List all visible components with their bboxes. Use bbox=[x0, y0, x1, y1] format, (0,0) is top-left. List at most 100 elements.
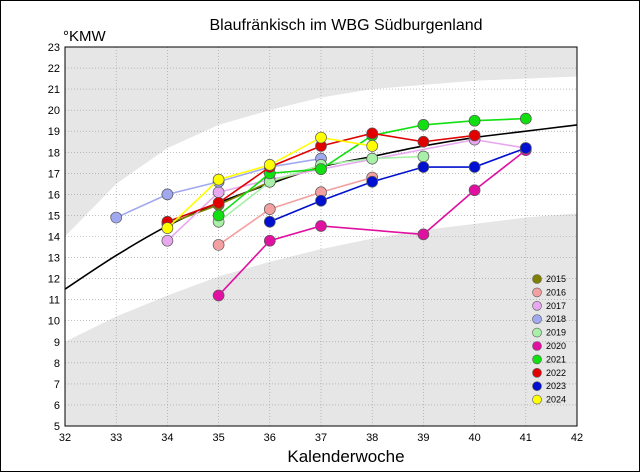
y-tick-label: 7 bbox=[54, 379, 60, 391]
legend-item-2024: 2024 bbox=[532, 394, 566, 405]
y-tick-label: 13 bbox=[48, 253, 60, 265]
data-point-2022 bbox=[417, 135, 430, 148]
data-point-2023 bbox=[468, 161, 481, 173]
legend: 2015 2016 2017 2018 2019 2020 2021 2022 2023 2024 bbox=[532, 274, 566, 405]
y-axis-label: °KMW bbox=[63, 28, 106, 45]
data-point-2023 bbox=[366, 175, 379, 188]
x-tick-label: 33 bbox=[110, 432, 122, 444]
data-point-2022 bbox=[366, 127, 379, 140]
y-tick-label: 23 bbox=[48, 42, 60, 54]
legend-item-2021: 2021 bbox=[532, 354, 566, 365]
data-point-2017 bbox=[161, 234, 174, 247]
data-point-2021 bbox=[417, 119, 430, 131]
data-point-2021 bbox=[519, 112, 532, 125]
legend-item-2016: 2016 bbox=[532, 287, 566, 298]
x-tick-label: 32 bbox=[59, 432, 71, 444]
data-point-2022 bbox=[212, 196, 225, 209]
legend-label: 2023 bbox=[546, 381, 566, 391]
legend-item-2018: 2018 bbox=[532, 314, 566, 325]
y-tick-label: 22 bbox=[48, 63, 60, 75]
series-line-2020 bbox=[218, 149, 527, 297]
legend-label: 2017 bbox=[546, 301, 566, 311]
data-point-2020 bbox=[212, 289, 225, 302]
legend-marker bbox=[532, 341, 542, 351]
y-tick-label: 11 bbox=[49, 295, 60, 307]
y-tick-label: 5 bbox=[54, 421, 60, 433]
y-tick-label: 8 bbox=[54, 358, 60, 370]
series-line-2023 bbox=[269, 147, 527, 223]
series-group bbox=[110, 112, 532, 302]
data-point-2024 bbox=[212, 173, 225, 186]
x-tick-label: 38 bbox=[366, 432, 378, 444]
legend-marker bbox=[532, 367, 542, 378]
legend-label: 2015 bbox=[546, 274, 566, 284]
legend-label: 2016 bbox=[546, 287, 566, 297]
data-point-2022 bbox=[468, 129, 481, 142]
x-tick-label: 35 bbox=[212, 432, 224, 444]
y-tick-label: 16 bbox=[48, 189, 60, 201]
x-tick-labels: 32 33 34 35 36 37 38 39 40 41 42 bbox=[59, 432, 583, 444]
data-point-2020 bbox=[417, 228, 430, 241]
data-point-2021 bbox=[212, 209, 225, 222]
legend-marker bbox=[532, 381, 542, 392]
series-line-2016 bbox=[218, 176, 373, 246]
y-tick-label: 14 bbox=[48, 232, 60, 244]
legend-item-2017: 2017 bbox=[532, 300, 566, 311]
y-tick-label: 21 bbox=[48, 84, 60, 96]
data-point-2018 bbox=[110, 211, 123, 224]
x-tick-label: 34 bbox=[161, 432, 173, 444]
legend-label: 2024 bbox=[546, 395, 566, 405]
legend-item-2020: 2020 bbox=[532, 341, 566, 351]
y-tick-labels: 5 6 7 8 9 10 11 12 13 14 15 16 17 18 19 20 21 22 23 bbox=[48, 42, 60, 433]
legend-label: 2021 bbox=[546, 354, 566, 364]
data-point-2021 bbox=[315, 163, 327, 175]
y-tick-label: 15 bbox=[48, 210, 60, 222]
data-point-2023 bbox=[263, 215, 276, 228]
legend-marker bbox=[532, 287, 542, 298]
legend-marker bbox=[532, 394, 542, 405]
data-point-2024 bbox=[366, 140, 379, 152]
y-tick-label: 6 bbox=[54, 400, 60, 412]
data-point-2023 bbox=[519, 142, 532, 154]
legend-item-2022: 2022 bbox=[532, 367, 566, 378]
legend-marker bbox=[532, 354, 542, 365]
legend-item-2015: 2015 bbox=[532, 274, 566, 284]
legend-marker bbox=[532, 300, 542, 311]
legend-label: 2019 bbox=[546, 328, 566, 338]
data-point-2016 bbox=[212, 239, 225, 251]
y-tick-label: 12 bbox=[48, 274, 60, 286]
y-tick-label: 10 bbox=[48, 316, 60, 328]
legend-marker bbox=[532, 327, 542, 338]
series-2023 bbox=[263, 142, 532, 228]
data-point-2021 bbox=[468, 114, 481, 127]
y-tick-label: 9 bbox=[54, 337, 60, 349]
legend-label: 2018 bbox=[546, 314, 566, 324]
x-tick-label: 42 bbox=[571, 432, 583, 444]
data-point-2020 bbox=[468, 184, 481, 197]
y-tick-label: 20 bbox=[48, 105, 60, 117]
legend-marker bbox=[532, 274, 542, 284]
y-tick-label: 19 bbox=[48, 126, 60, 138]
series-2022 bbox=[161, 127, 481, 228]
data-point-2016 bbox=[263, 203, 276, 215]
x-tick-label: 40 bbox=[468, 432, 480, 444]
legend-marker bbox=[532, 314, 542, 325]
series-2024 bbox=[161, 131, 379, 234]
data-point-2020 bbox=[315, 220, 327, 232]
data-point-2019 bbox=[366, 152, 379, 165]
series-line-2017 bbox=[166, 138, 526, 242]
data-point-2024 bbox=[161, 222, 174, 234]
y-tick-label: 18 bbox=[48, 147, 60, 159]
data-point-2024 bbox=[315, 131, 327, 144]
data-point-2019 bbox=[417, 150, 430, 163]
y-tick-label: 17 bbox=[48, 168, 60, 180]
legend-item-2023: 2023 bbox=[532, 381, 566, 392]
x-tick-label: 41 bbox=[520, 432, 532, 444]
x-tick-label: 36 bbox=[264, 432, 276, 444]
data-point-2017 bbox=[212, 186, 225, 199]
legend-label: 2022 bbox=[546, 368, 566, 378]
x-tick-label: 39 bbox=[417, 432, 429, 444]
legend-item-2019: 2019 bbox=[532, 327, 566, 338]
